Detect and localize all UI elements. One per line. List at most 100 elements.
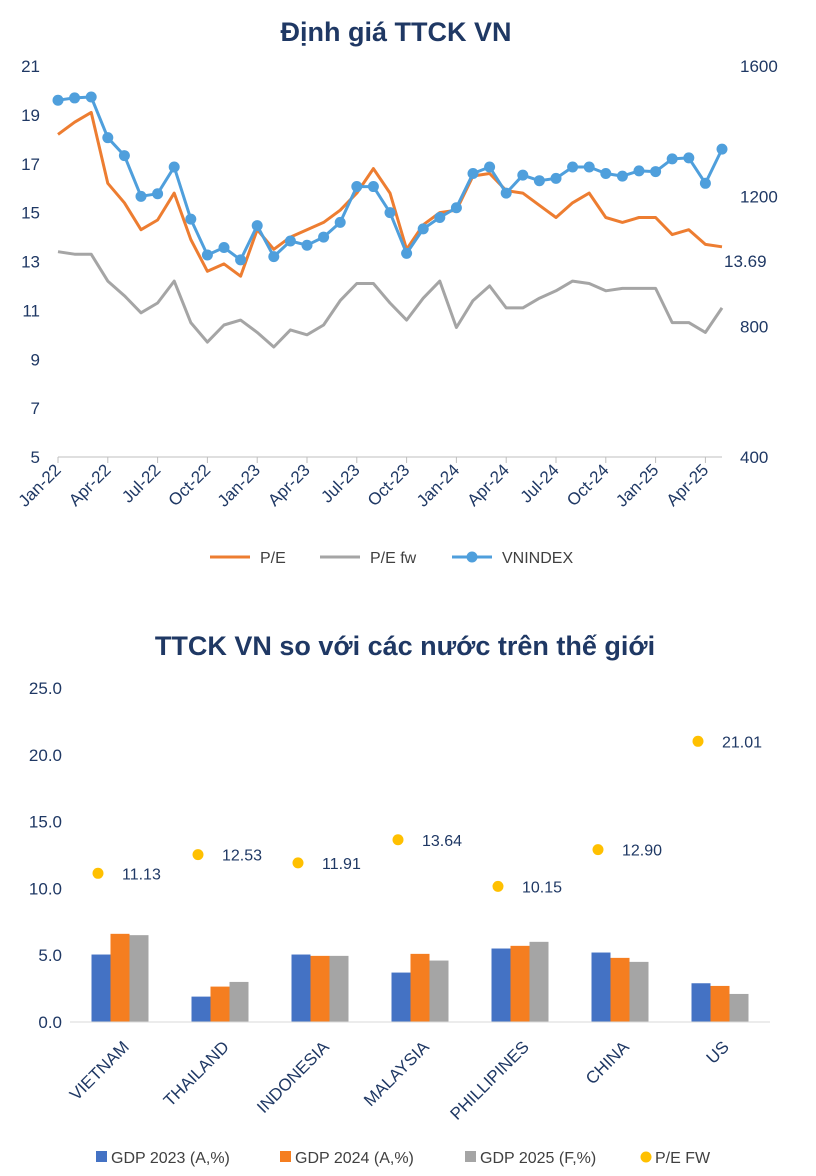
x-tick-label: Oct-23 [364, 460, 414, 510]
data-point [152, 188, 164, 200]
data-point [417, 223, 429, 235]
x-axis: Jan-22 Apr-22 Jul-22 Oct-22 Jan-23 Apr-23 Jul-… [15, 456, 722, 511]
bar [210, 986, 230, 1022]
data-point [650, 166, 662, 178]
y-tick-label-left: 5 [31, 448, 40, 467]
bar [591, 952, 611, 1022]
series-line-p-e-fw [57, 250, 724, 349]
bar [629, 961, 649, 1022]
bar [610, 957, 630, 1022]
bar [310, 955, 330, 1022]
bar [129, 935, 149, 1022]
data-label: 13.64 [422, 833, 462, 850]
legend-label: GDP 2024 (A,%) [295, 1150, 414, 1167]
y-tick-label-left: 9 [31, 350, 40, 369]
bar [529, 941, 549, 1022]
bar [410, 953, 430, 1022]
category-label: US [703, 1037, 733, 1067]
x-axis: VIETNAM THAILAND INDONESIA MALAYSIA PHILLIPI… [66, 1021, 770, 1124]
series-line-p-e [57, 110, 723, 278]
data-point [583, 161, 595, 173]
data-label: 11.91 [322, 856, 361, 873]
legend: GDP 2023 (A,%) GDP 2024 (A,%) GDP 2025 (F,… [96, 1150, 711, 1167]
data-point [334, 216, 346, 228]
legend-swatch [96, 1151, 107, 1162]
data-point [318, 231, 330, 243]
y-tick-label-right: 800 [740, 318, 768, 337]
data-label: 10.15 [522, 879, 562, 896]
bar [291, 954, 311, 1022]
data-point [168, 161, 180, 173]
data-point [52, 94, 64, 106]
data-point [666, 153, 678, 165]
data-label: 11.13 [122, 866, 161, 883]
plot-area: 11.13 12.53 11.91 13.64 10.15 12.90 21.01 [91, 734, 762, 1022]
data-point [401, 247, 413, 259]
data-point [85, 91, 97, 103]
y-tick-label: 15.0 [29, 813, 62, 832]
valuation-line-chart: Định giá TTCK VN 5 7 9 11 13 15 17 19 21 400 800 1… [15, 17, 778, 567]
data-point [102, 132, 114, 144]
y-axis-right: 400 800 1200 1600 [740, 57, 778, 467]
data-point [268, 251, 280, 263]
data-point [600, 168, 612, 180]
y-tick-label-left: 11 [22, 301, 40, 320]
x-tick-label: Jul-22 [118, 460, 164, 506]
bar [710, 985, 730, 1022]
data-point [450, 202, 462, 214]
data-point [367, 181, 379, 193]
pe-fw-dot [92, 867, 104, 879]
pe-fw-dot [292, 857, 304, 869]
x-tick-label: Apr-22 [65, 460, 115, 510]
y-tick-label-left: 7 [31, 399, 40, 418]
data-point [218, 241, 230, 253]
bar [110, 933, 130, 1022]
comparison-bar-chart: TTCK VN so với các nước trên thế giới 0.… [29, 631, 770, 1167]
category-label: PHILLIPINES [447, 1037, 533, 1123]
bar [391, 972, 411, 1022]
legend: P/E P/E fw VNINDEX [210, 550, 573, 567]
y-axis: 0.0 5.0 10.0 15.0 20.0 25.0 [29, 679, 62, 1032]
data-point [185, 213, 197, 225]
x-tick-label: Apr-25 [663, 460, 713, 510]
category-label: MALAYSIA [360, 1037, 433, 1110]
y-tick-label-left: 13 [21, 253, 40, 272]
category-label: CHINA [582, 1037, 633, 1088]
data-point [683, 152, 695, 164]
legend-marker [640, 1151, 652, 1163]
data-point [616, 170, 628, 182]
data-point [699, 177, 711, 189]
category-label: VIETNAM [66, 1037, 133, 1104]
legend-label: GDP 2025 (F,%) [480, 1150, 596, 1167]
pe-fw-dot [692, 735, 704, 747]
x-tick-label: Jul-24 [517, 460, 563, 506]
data-point [284, 235, 296, 247]
legend-label: P/E [260, 550, 286, 567]
pe-fw-dot [492, 880, 504, 892]
bar [491, 948, 511, 1022]
y-tick-label-left: 17 [21, 155, 40, 174]
data-point [716, 143, 728, 155]
x-tick-label: Jul-23 [317, 460, 363, 506]
data-point [251, 220, 263, 232]
data-point [567, 161, 579, 173]
x-tick-label: Jan-24 [413, 460, 463, 510]
bar [691, 983, 711, 1022]
chart-title: TTCK VN so với các nước trên thế giới [155, 631, 655, 661]
bar [91, 954, 111, 1022]
x-tick-label: Apr-24 [464, 460, 514, 510]
legend-swatch [465, 1151, 476, 1162]
data-point [500, 187, 512, 199]
data-point [118, 150, 130, 162]
y-tick-label-right: 1200 [740, 187, 778, 206]
data-point [533, 175, 545, 187]
x-tick-label: Oct-22 [165, 460, 215, 510]
data-point [135, 190, 147, 202]
legend-swatch [280, 1151, 291, 1162]
legend-label: GDP 2023 (A,%) [111, 1150, 230, 1167]
chart-title: Định giá TTCK VN [281, 17, 512, 47]
data-point [484, 161, 496, 173]
y-tick-label-left: 21 [21, 57, 40, 76]
category-label: THAILAND [160, 1037, 233, 1110]
legend-label: P/E fw [370, 550, 417, 567]
